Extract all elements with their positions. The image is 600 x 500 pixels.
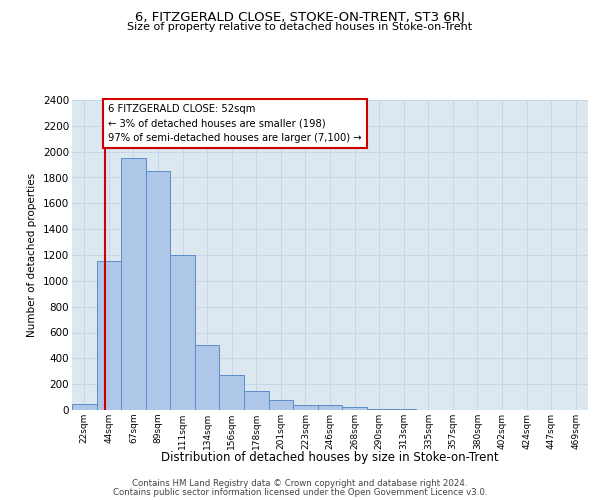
Bar [220,375,244,410]
Bar [97,262,121,410]
Bar [367,408,391,410]
Bar [269,400,293,410]
Bar [293,405,318,410]
Text: Size of property relative to detached houses in Stoke-on-Trent: Size of property relative to detached ho… [127,22,473,32]
Text: Contains public sector information licensed under the Open Government Licence v3: Contains public sector information licen… [113,488,487,497]
Text: Contains HM Land Registry data © Crown copyright and database right 2024.: Contains HM Land Registry data © Crown c… [132,480,468,488]
Bar [121,158,146,410]
Bar [170,255,195,410]
Bar [244,390,269,410]
Bar [342,407,367,410]
Text: 6, FITZGERALD CLOSE, STOKE-ON-TRENT, ST3 6RJ: 6, FITZGERALD CLOSE, STOKE-ON-TRENT, ST3… [135,11,465,24]
Bar [195,346,220,410]
Bar [72,404,97,410]
Text: 6 FITZGERALD CLOSE: 52sqm
← 3% of detached houses are smaller (198)
97% of semi-: 6 FITZGERALD CLOSE: 52sqm ← 3% of detach… [108,104,362,144]
Bar [318,406,342,410]
Y-axis label: Number of detached properties: Number of detached properties [28,173,37,337]
Text: Distribution of detached houses by size in Stoke-on-Trent: Distribution of detached houses by size … [161,451,499,464]
Bar [146,171,170,410]
